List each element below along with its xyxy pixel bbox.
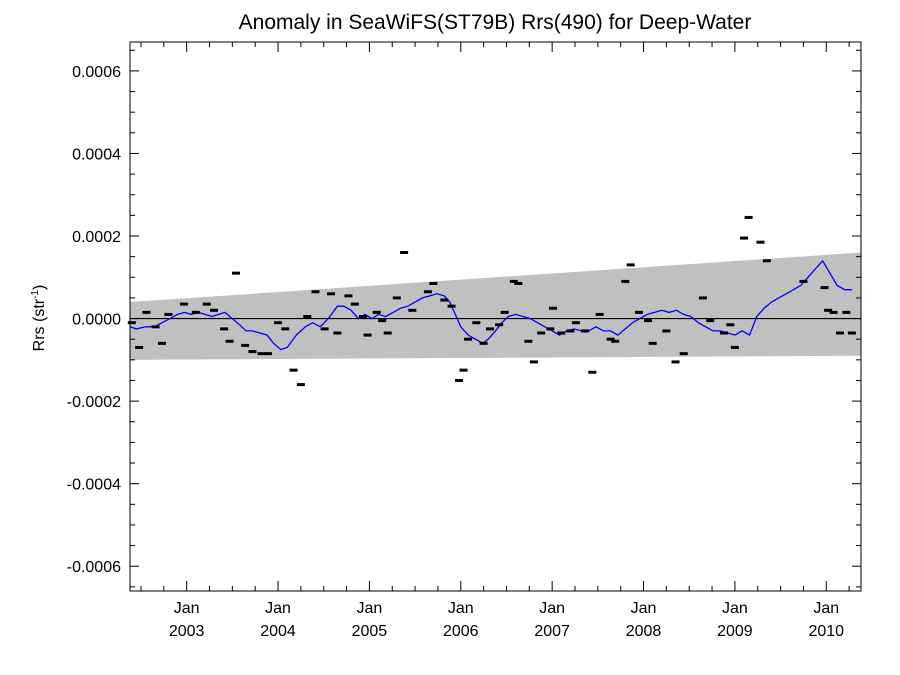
x-tick-month: Jan [265, 600, 291, 617]
x-tick-month: Jan [722, 600, 748, 617]
chart-title: Anomaly in SeaWiFS(ST79B) Rrs(490) for D… [239, 11, 752, 34]
x-tick-year: 2009 [717, 623, 753, 640]
x-tick-year: 2003 [169, 623, 205, 640]
confidence-band [130, 252, 861, 360]
anomaly-points [127, 215, 856, 387]
y-tick-label: -0.0004 [67, 477, 121, 494]
y-tick-label: 0.0000 [72, 312, 121, 329]
trend-line [129, 259, 852, 351]
x-tick-year: 2006 [443, 623, 479, 640]
x-tick-month: Jan [813, 600, 839, 617]
y-axis-label: Rrs (str-1) [30, 285, 48, 352]
y-tick-label: -0.0002 [67, 394, 121, 411]
x-tick-year: 2005 [352, 623, 388, 640]
x-tick-month: Jan [539, 600, 565, 617]
x-tick-year: 2004 [260, 623, 296, 640]
x-tick-year: 2007 [534, 623, 570, 640]
x-tick-month: Jan [174, 600, 200, 617]
x-tick-month: Jan [448, 600, 474, 617]
trend-series [129, 259, 852, 351]
plot-frame [129, 41, 862, 592]
x-tick-month: Jan [631, 600, 657, 617]
band-area [130, 252, 861, 360]
y-axis-label-sup: -1 [30, 290, 41, 299]
y-axis-label-main: Rrs (str [31, 298, 48, 351]
x-tick-year: 2008 [626, 623, 662, 640]
x-tick-month: Jan [357, 600, 383, 617]
x-axis: Jan 2003 Jan 2004 Jan 2005 Jan 2006 Jan 2007 Jan 20… [140, 42, 850, 640]
y-tick-label: 0.0006 [72, 64, 121, 81]
y-tick-label: 0.0002 [72, 229, 121, 246]
y-tick-label: 0.0004 [72, 146, 121, 163]
y-axis: -0.0006 -0.0004 -0.0002 0.0000 0.0002 0.0004 0… [67, 49, 861, 588]
x-tick-year: 2010 [808, 623, 844, 640]
y-tick-label: -0.0006 [67, 559, 121, 576]
y-axis-label-close: ) [31, 285, 48, 290]
